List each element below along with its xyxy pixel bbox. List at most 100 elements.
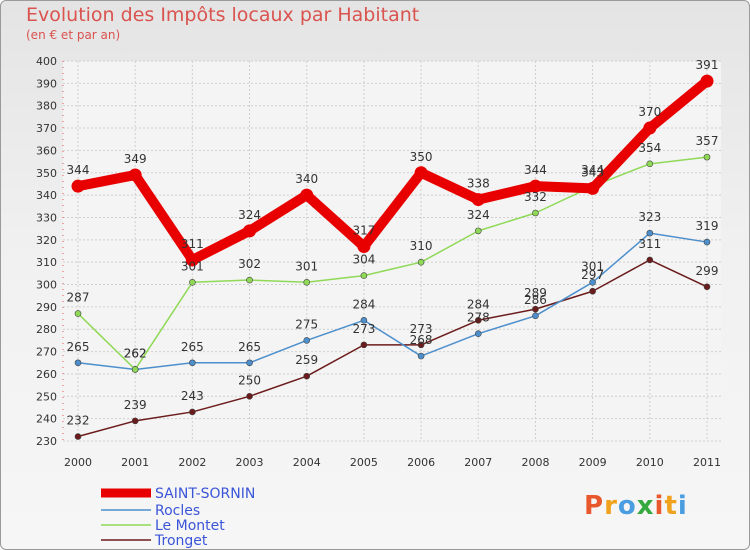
data-label: 297	[581, 268, 604, 282]
plot-area	[63, 61, 721, 441]
data-label: 354	[638, 141, 661, 155]
data-label: 287	[67, 291, 90, 305]
data-point	[189, 359, 196, 367]
data-label: 301	[181, 259, 204, 273]
data-label: 343	[581, 165, 604, 179]
data-point	[589, 278, 596, 286]
data-label: 344	[67, 163, 90, 177]
data-point	[417, 352, 425, 360]
data-label: 259	[295, 353, 318, 367]
data-label: 299	[696, 264, 719, 278]
data-label: 262	[124, 346, 147, 360]
data-point	[128, 168, 142, 182]
data-point	[471, 193, 485, 207]
data-point	[357, 240, 371, 254]
data-point	[131, 417, 139, 425]
data-label: 338	[467, 177, 490, 191]
data-label: 310	[410, 239, 433, 253]
data-point	[703, 153, 711, 161]
y-tick-label: 340	[36, 189, 57, 202]
x-tick-label: 2010	[636, 456, 664, 469]
data-label: 340	[295, 172, 318, 186]
chart-title: Evolution des Impôts locaux par Habitant	[26, 4, 420, 26]
data-point	[246, 276, 253, 284]
x-tick-label: 2009	[579, 456, 607, 469]
y-tick-label: 370	[36, 122, 57, 135]
x-tick-label: 2008	[521, 456, 549, 469]
data-point	[131, 366, 139, 373]
data-point	[243, 224, 257, 238]
y-tick-label: 260	[36, 368, 57, 381]
data-point	[360, 341, 368, 349]
data-point	[703, 238, 711, 246]
data-point	[185, 253, 199, 267]
data-point	[474, 330, 482, 338]
data-point	[703, 283, 711, 291]
data-label: 262	[124, 346, 147, 360]
y-tick-label: 330	[36, 211, 57, 224]
data-point	[74, 433, 82, 440]
data-label: 273	[410, 322, 433, 336]
data-label: 370	[638, 105, 661, 119]
data-label: 301	[581, 259, 604, 273]
data-label: 323	[638, 210, 661, 224]
y-tick-label: 250	[36, 390, 57, 403]
data-label: 349	[124, 152, 147, 166]
data-label: 357	[696, 134, 719, 148]
data-point	[414, 166, 428, 180]
data-point	[586, 181, 600, 195]
data-point	[189, 408, 196, 416]
data-label: 302	[238, 257, 261, 271]
data-label: 311	[181, 237, 204, 251]
legend-label: SAINT-SORNIN	[155, 486, 255, 502]
y-tick-label: 290	[36, 301, 57, 314]
data-point	[646, 229, 654, 237]
data-label: 332	[524, 190, 547, 204]
data-point	[360, 316, 368, 324]
data-label: 265	[181, 340, 204, 354]
data-point	[532, 305, 539, 313]
data-label: 350	[410, 150, 433, 164]
y-tick-label: 390	[36, 77, 57, 90]
data-point	[74, 310, 82, 317]
data-label: 324	[467, 208, 490, 222]
data-point	[360, 272, 368, 279]
y-tick-label: 300	[36, 279, 57, 292]
x-tick-label: 2011	[693, 456, 721, 469]
chart-subtitle: (en € et par an)	[26, 28, 121, 42]
data-point	[646, 256, 654, 264]
data-point	[700, 74, 714, 88]
data-label: 273	[352, 322, 375, 336]
legend-label: Tronget	[154, 533, 208, 549]
data-point	[300, 188, 314, 202]
data-point	[417, 341, 425, 349]
data-label: 324	[238, 208, 261, 222]
data-point	[646, 160, 654, 168]
y-tick-label: 240	[36, 413, 57, 426]
series-line-saint-sornin	[73, 76, 712, 265]
data-point	[74, 359, 82, 367]
data-label: 317	[352, 224, 375, 238]
y-tick-label: 350	[36, 167, 57, 180]
data-label: 239	[124, 398, 147, 412]
x-tick-label: 2002	[178, 456, 206, 469]
data-label: 275	[295, 317, 318, 331]
series-line-rocles	[77, 232, 708, 371]
data-label: 286	[524, 293, 547, 307]
y-tick-label: 320	[36, 234, 57, 247]
data-label: 304	[352, 253, 375, 267]
data-label: 319	[696, 219, 719, 233]
data-label: 268	[410, 333, 433, 347]
data-label: 284	[352, 297, 375, 311]
data-label: 301	[295, 259, 318, 273]
data-label: 278	[467, 311, 490, 325]
data-label: 391	[696, 58, 719, 72]
proxiti-logo: Proxiti	[584, 491, 688, 521]
data-point	[528, 179, 542, 193]
legend-label: Le Montet	[155, 518, 225, 534]
legend-label: Rocles	[155, 503, 200, 519]
x-tick-label: 2006	[407, 456, 435, 469]
data-point	[189, 278, 196, 286]
data-label: 265	[67, 340, 90, 354]
